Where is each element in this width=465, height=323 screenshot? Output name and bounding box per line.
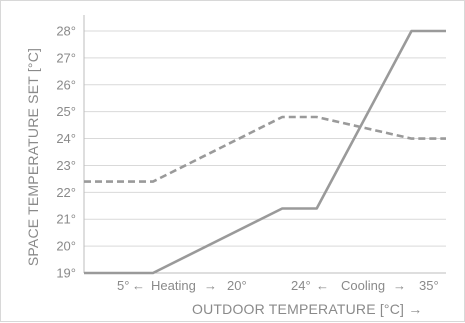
grid-lines: [84, 30, 446, 274]
y-tick-label-24: 24°: [56, 131, 76, 146]
annotation-heating-left-arrow: ←: [132, 278, 145, 293]
series-lines: [84, 29, 446, 275]
y-tick-label-20: 20°: [56, 239, 76, 254]
y-tick-label-22: 22°: [56, 185, 76, 200]
y-tick-label-23: 23°: [56, 158, 76, 173]
annotation-24: 24°: [291, 278, 311, 293]
axes: [83, 15, 446, 274]
y-tick-label-28: 28°: [56, 24, 76, 39]
y-tick-labels: 19° 20° 21° 22° 23° 24° 25° 26° 27° 28°: [56, 24, 76, 281]
annotation-cooling-left-arrow: ←: [316, 278, 329, 293]
series-line-dashed: [84, 115, 446, 183]
y-tick-label-19: 19°: [56, 266, 76, 281]
annotation-cooling: Cooling: [341, 278, 385, 293]
series-line-solid: [84, 29, 446, 275]
y-axis-title: SPACE TEMPERATURE SET [°C]: [25, 48, 41, 266]
y-tick-label-25: 25°: [56, 104, 76, 119]
y-tick-label-27: 27°: [56, 50, 76, 65]
annotation-5: 5°: [117, 278, 129, 293]
annotation-cooling-right-arrow: →: [393, 278, 406, 293]
y-tick-label-26: 26°: [56, 77, 76, 92]
annotation-heating-right-arrow: →: [204, 278, 217, 293]
annotation-heating: Heating: [151, 278, 196, 293]
annotation-20: 20°: [227, 278, 247, 293]
annotation-35: 35°: [419, 278, 439, 293]
y-tick-label-21: 21°: [56, 212, 76, 227]
x-axis-title: OUTDOOR TEMPERATURE [°C] →: [192, 301, 422, 317]
